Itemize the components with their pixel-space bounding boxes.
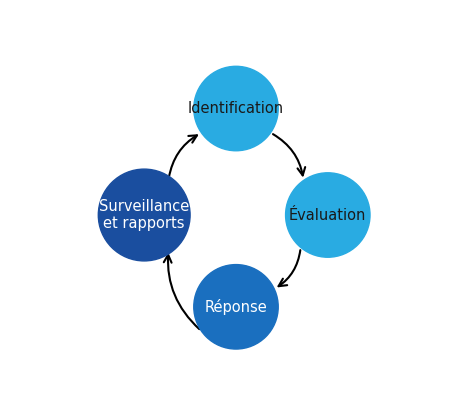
- FancyArrowPatch shape: [164, 255, 199, 329]
- Text: Réponse: Réponse: [205, 299, 267, 315]
- Text: Identification: Identification: [188, 101, 284, 116]
- FancyArrowPatch shape: [278, 250, 300, 286]
- Circle shape: [194, 264, 278, 349]
- Text: Évaluation: Évaluation: [289, 208, 366, 222]
- Circle shape: [98, 169, 190, 261]
- Circle shape: [286, 173, 370, 257]
- FancyArrowPatch shape: [169, 135, 197, 177]
- Text: Surveillance
et rapports: Surveillance et rapports: [99, 199, 189, 231]
- Circle shape: [194, 67, 278, 151]
- FancyArrowPatch shape: [273, 134, 305, 175]
